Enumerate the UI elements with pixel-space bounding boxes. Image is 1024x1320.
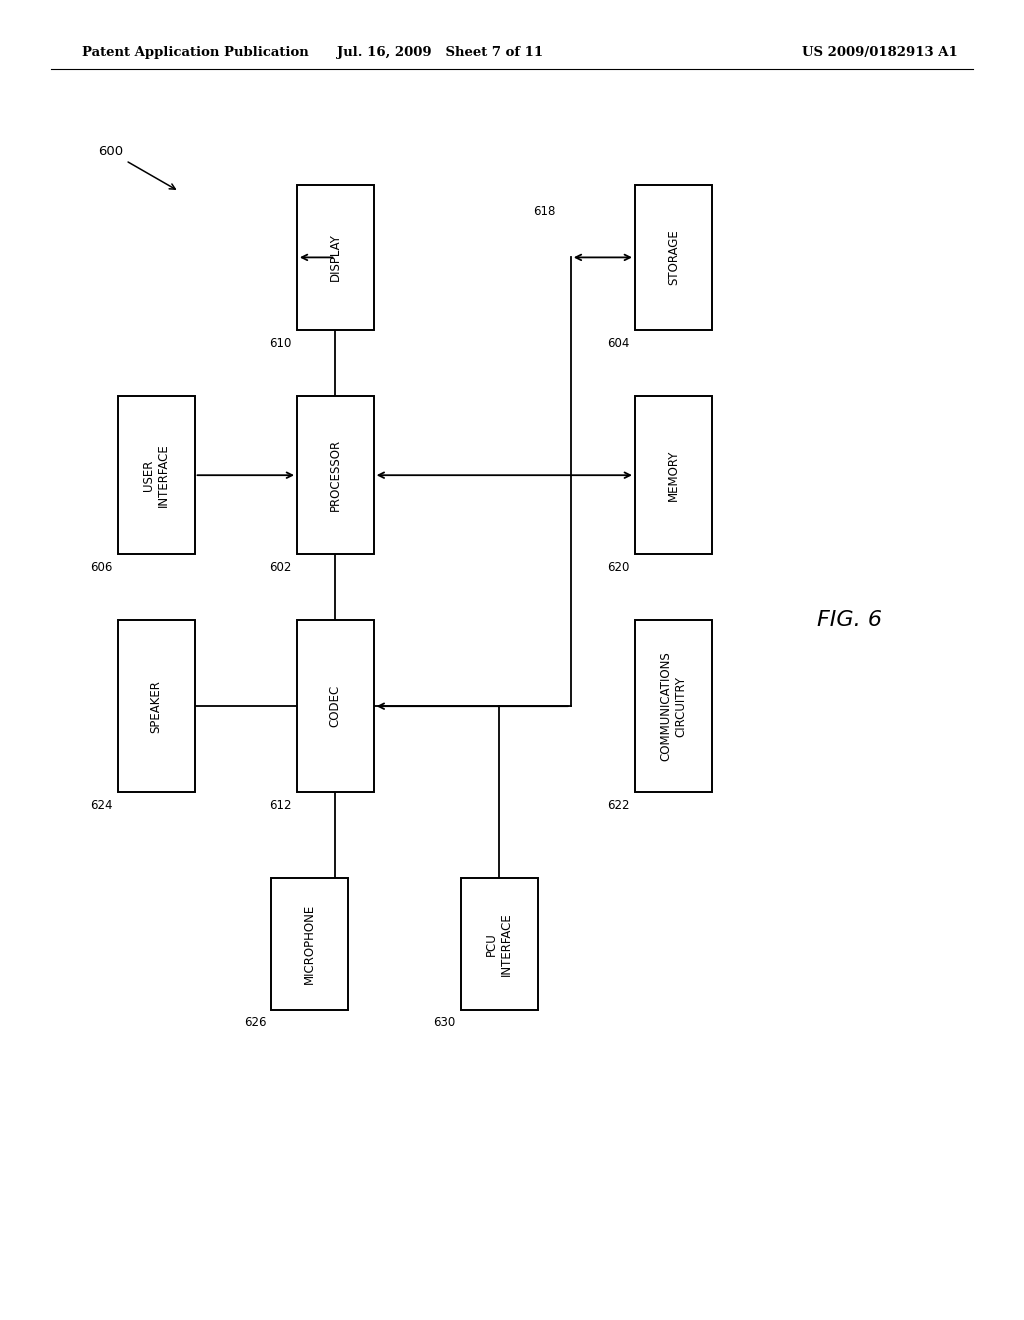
Text: 622: 622 [607, 799, 630, 812]
Text: PROCESSOR: PROCESSOR [329, 440, 342, 511]
Text: 618: 618 [534, 205, 555, 218]
Text: 606: 606 [90, 561, 113, 574]
Bar [461, 878, 538, 1010]
Text: 612: 612 [269, 799, 292, 812]
Text: COMMUNICATIONS
CIRCUITRY: COMMUNICATIONS CIRCUITRY [659, 651, 687, 762]
Text: Jul. 16, 2009   Sheet 7 of 11: Jul. 16, 2009 Sheet 7 of 11 [337, 46, 544, 59]
Text: CODEC: CODEC [329, 685, 342, 727]
Bar [635, 620, 712, 792]
Bar [297, 396, 374, 554]
Bar [118, 620, 195, 792]
Text: STORAGE: STORAGE [667, 230, 680, 285]
Text: 610: 610 [269, 337, 292, 350]
Text: US 2009/0182913 A1: US 2009/0182913 A1 [802, 46, 957, 59]
Text: 600: 600 [97, 145, 175, 189]
Text: Patent Application Publication: Patent Application Publication [82, 46, 308, 59]
Text: 602: 602 [269, 561, 292, 574]
Text: 624: 624 [90, 799, 113, 812]
Text: 604: 604 [607, 337, 630, 350]
Bar [118, 396, 195, 554]
Text: 630: 630 [433, 1016, 456, 1030]
Text: PCU
INTERFACE: PCU INTERFACE [485, 912, 513, 975]
Text: DISPLAY: DISPLAY [329, 234, 342, 281]
Text: MICROPHONE: MICROPHONE [303, 904, 316, 983]
Text: USER
INTERFACE: USER INTERFACE [142, 444, 170, 507]
Bar [635, 185, 712, 330]
Text: SPEAKER: SPEAKER [150, 680, 163, 733]
Text: FIG. 6: FIG. 6 [817, 610, 883, 631]
Text: 626: 626 [244, 1016, 266, 1030]
Text: 620: 620 [607, 561, 630, 574]
Bar [297, 620, 374, 792]
Text: MEMORY: MEMORY [667, 450, 680, 500]
Bar [297, 185, 374, 330]
Bar [271, 878, 348, 1010]
Bar [635, 396, 712, 554]
